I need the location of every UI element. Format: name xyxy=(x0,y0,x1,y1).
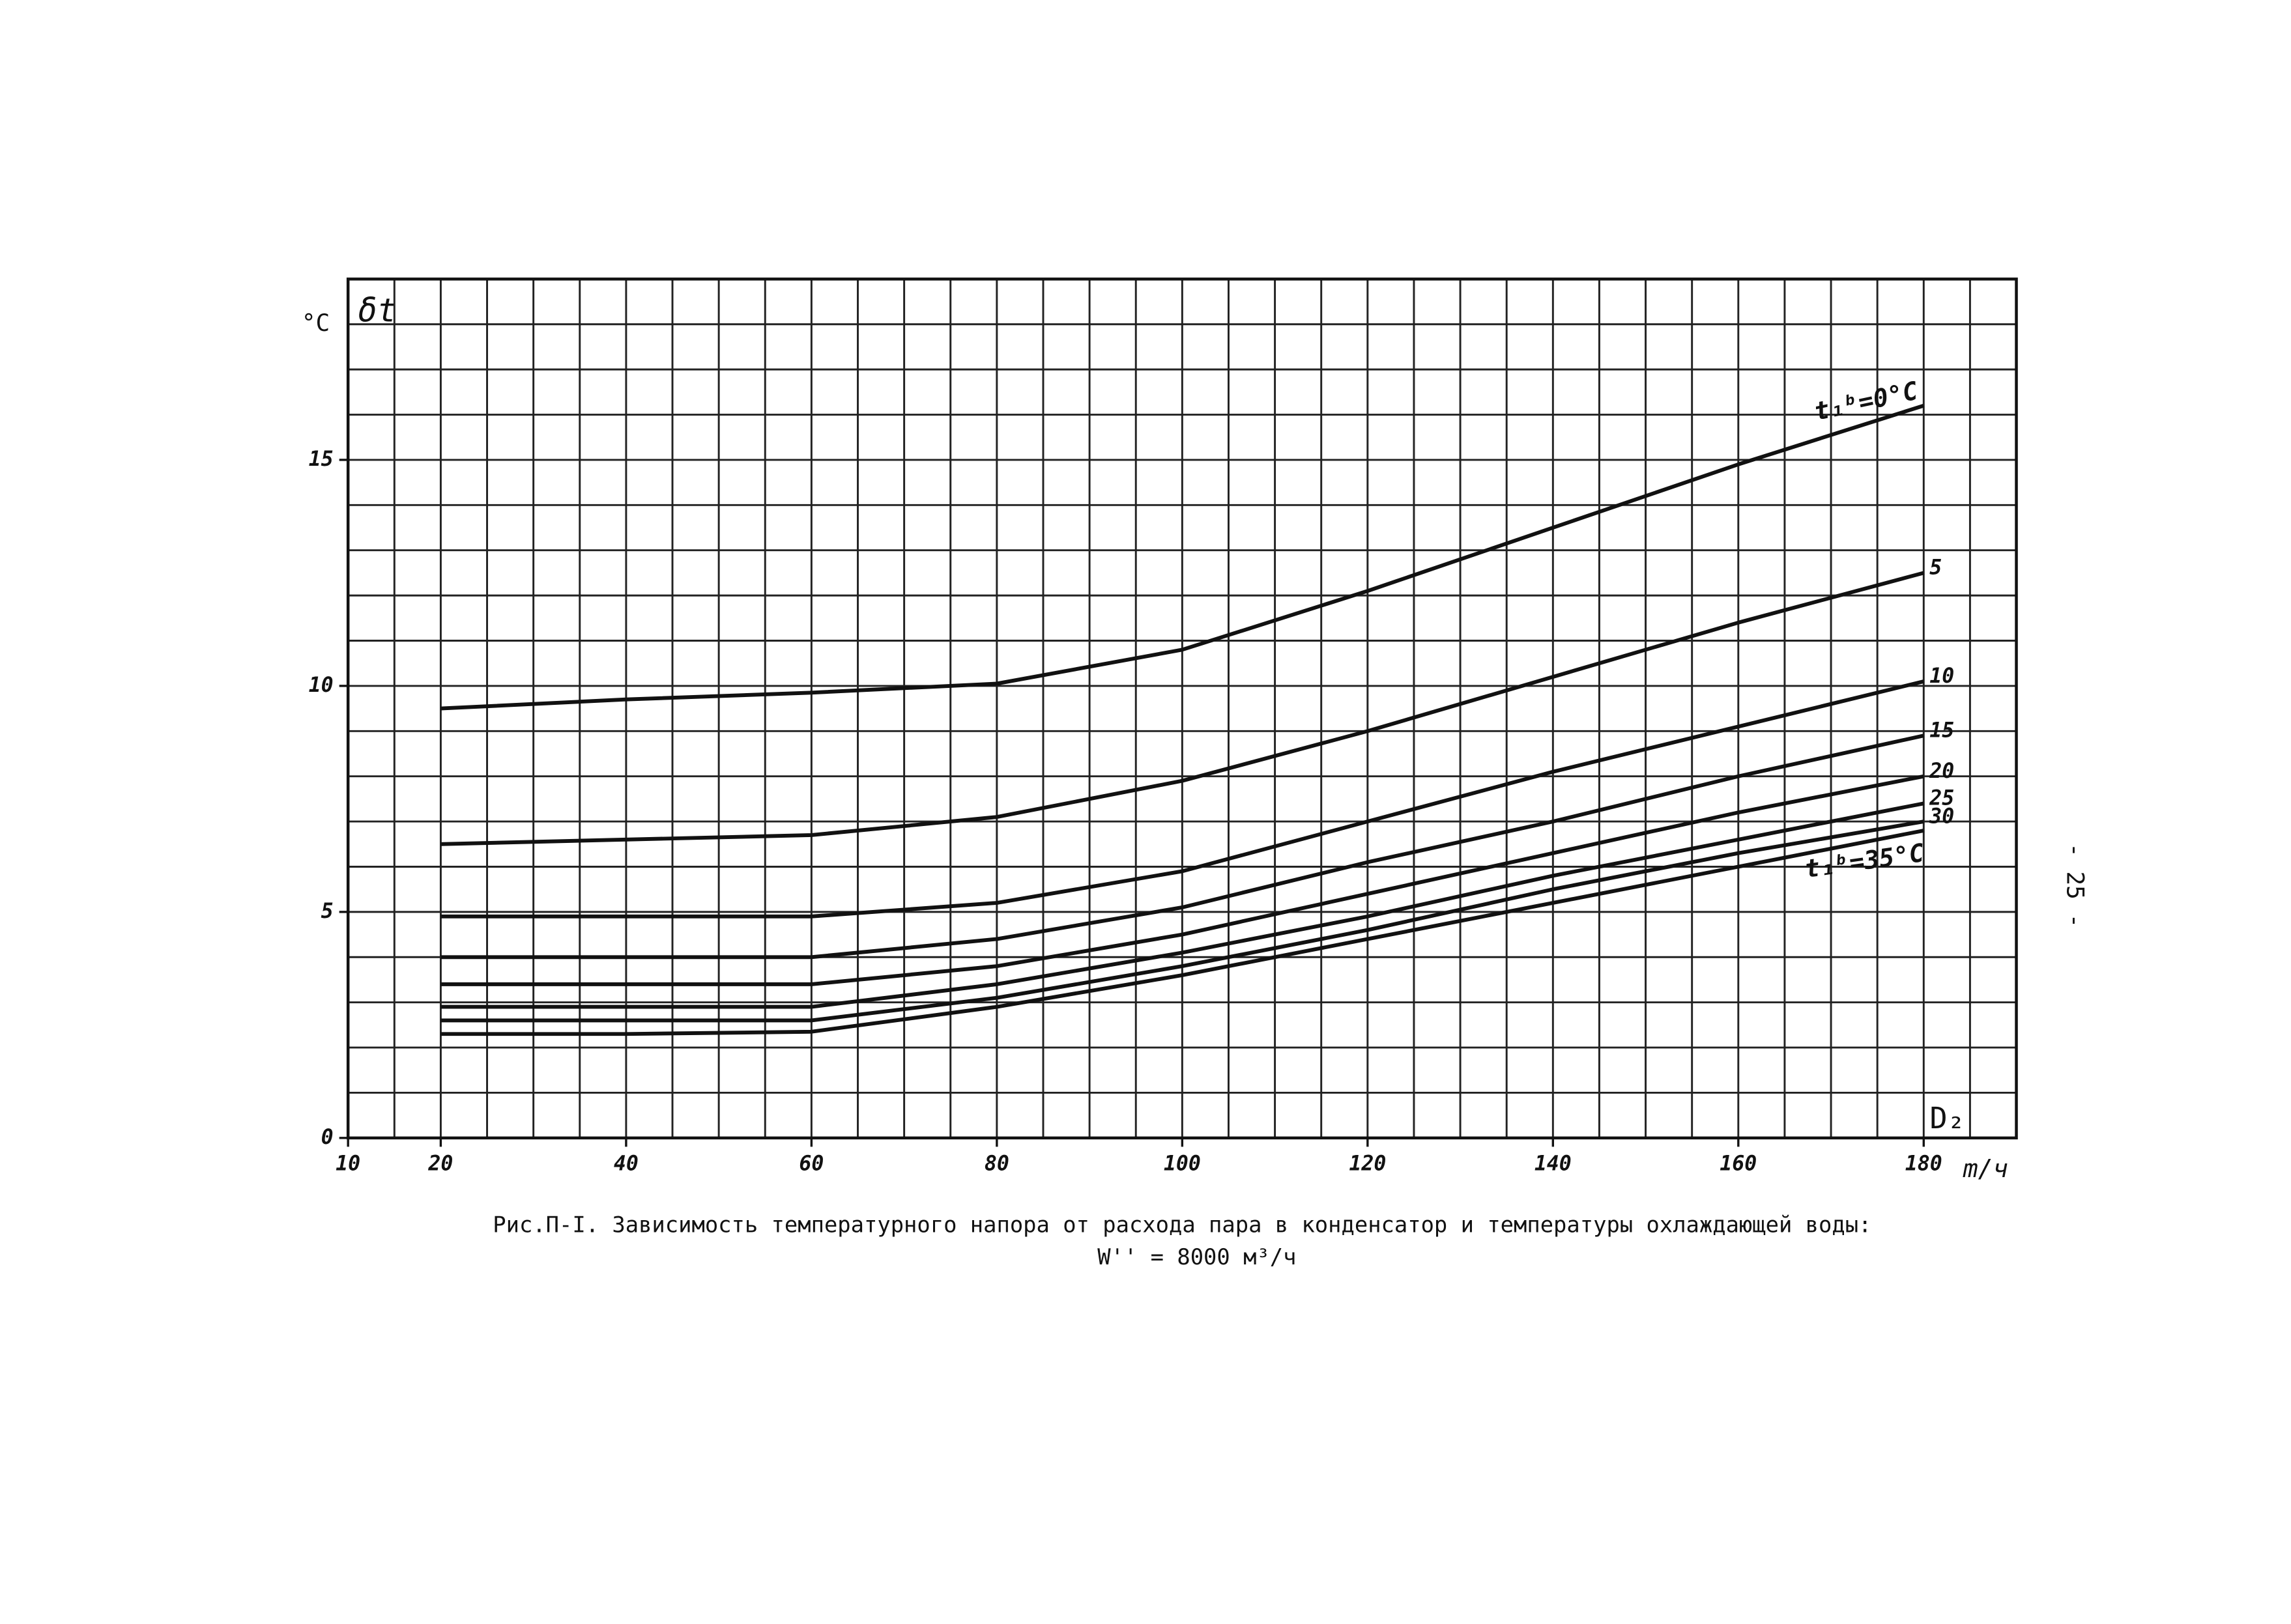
x-tick-label: 20 xyxy=(427,1152,453,1175)
series-label: 30 xyxy=(1929,805,1954,828)
series-label: t₁ᵇ=0°C xyxy=(1811,377,1920,427)
series-label: t₁ᵇ=35°C xyxy=(1803,838,1926,884)
series-line xyxy=(440,679,1924,919)
caption-sub: W'' = 8000 м³/ч xyxy=(1097,1244,1296,1270)
series-label: 25 xyxy=(1929,787,1954,810)
x-tick-label: 140 xyxy=(1535,1152,1572,1175)
x-tick-label: 160 xyxy=(1720,1152,1757,1175)
series-line xyxy=(440,571,1925,846)
y-tick-label: 0 xyxy=(321,1126,334,1149)
x-tick-label: 40 xyxy=(614,1152,639,1175)
x-label: D₂ xyxy=(1929,1101,1965,1135)
y-tick-label: 15 xyxy=(309,448,334,471)
series-line xyxy=(440,829,1924,1036)
series-line xyxy=(440,801,1924,1009)
x-tick-label: 80 xyxy=(985,1152,1009,1175)
caption: Рис.П-I. Зависимость температурного напо… xyxy=(493,1212,1871,1238)
series-label: 5 xyxy=(1929,556,1942,580)
y-label: δt xyxy=(358,292,397,330)
y-tick-label: 10 xyxy=(309,674,334,697)
x-tick-label: 180 xyxy=(1905,1152,1942,1175)
x-tick-label: 60 xyxy=(799,1152,824,1175)
x-unit: m/ч xyxy=(1963,1154,2008,1184)
page-number: - 25 - xyxy=(2061,843,2088,928)
series-line xyxy=(440,819,1924,1023)
x-tick-label: 120 xyxy=(1349,1152,1386,1175)
series-label: 15 xyxy=(1929,719,1954,742)
series-line xyxy=(440,734,1924,960)
series-label: 10 xyxy=(1929,664,1954,688)
series-line xyxy=(440,774,1924,986)
series-line xyxy=(440,403,1925,711)
x-tick-label: 100 xyxy=(1164,1152,1201,1175)
y-unit: °C xyxy=(302,309,330,337)
series-label: 20 xyxy=(1929,760,1954,783)
x-tick-label: 10 xyxy=(336,1152,360,1175)
y-tick-label: 5 xyxy=(321,900,334,923)
